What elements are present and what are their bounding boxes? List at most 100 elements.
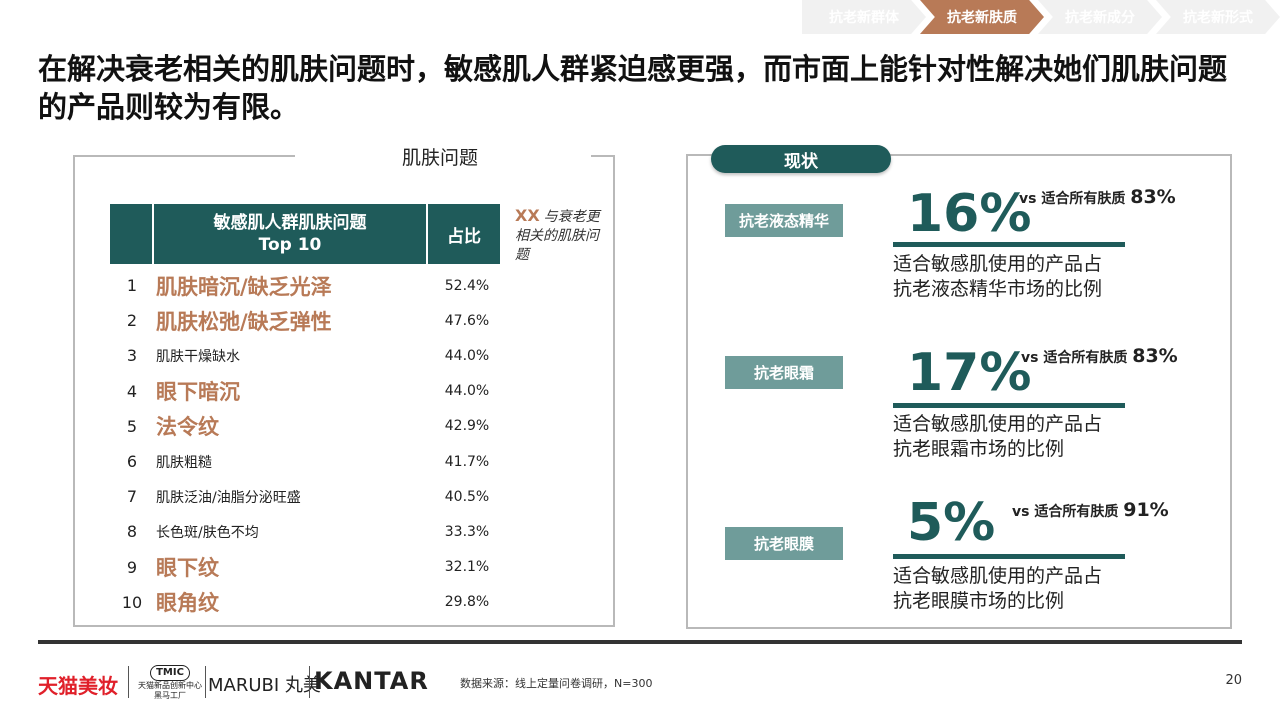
metric-rule (893, 554, 1125, 559)
issue-rows: 1 肌肤暗沉/缺乏光泽 52.4% 2 肌肤松弛/缺乏弹性 47.6% 3 肌肤干燥缺水 4… (110, 268, 510, 620)
metric-vs: vs 适合所有肤质 83% (1021, 345, 1178, 367)
panel-border (591, 155, 613, 157)
page-number: 20 (1225, 673, 1242, 688)
tmic-sub: 黑马工厂 (154, 691, 186, 700)
metric-tag: 抗老眼霜 (725, 356, 843, 389)
metric-desc: 适合敏感肌使用的产品占 抗老眼膜市场的比例 (893, 564, 1193, 614)
row-pct: 44.0% (444, 383, 490, 400)
row-label: 长色斑/肤色不均 (156, 524, 259, 541)
row-label: 法令纹 (156, 415, 219, 440)
row-label: 肌肤泛油/油脂分泌旺盛 (156, 489, 301, 506)
metric-desc: 适合敏感肌使用的产品占 抗老液态精华市场的比例 (893, 252, 1193, 302)
metric-vs-value: 83% (1132, 345, 1178, 367)
row-rank: 5 (126, 416, 138, 436)
footer-rule (38, 640, 1242, 644)
skin-issues-panel (73, 155, 615, 627)
row-label: 眼下暗沉 (156, 380, 240, 405)
table-row: 3 肌肤干燥缺水 44.0% (110, 338, 510, 373)
logo-divider (128, 666, 129, 698)
metric-desc-line: 适合敏感肌使用的产品占 (893, 253, 1103, 275)
table-row: 2 肌肤松弛/缺乏弹性 47.6% (110, 303, 510, 338)
metric-value: 17% (907, 343, 1032, 403)
metric-vs-value: 91% (1123, 499, 1169, 521)
metric-vs-text: vs 适合所有肤质 (1019, 191, 1131, 207)
row-label: 肌肤暗沉/缺乏光泽 (156, 274, 332, 299)
status-pill: 现状 (711, 145, 891, 173)
metric-desc-line: 适合敏感肌使用的产品占 (893, 413, 1103, 435)
row-label: 眼下纹 (156, 556, 219, 581)
logo-divider (309, 666, 310, 698)
page-title: 在解决衰老相关的肌肤问题时，敏感肌人群紧迫感更强，而市面上能针对性解决她们肌肤问… (38, 52, 1228, 124)
nav-step-new-ingredient[interactable]: 抗老新成分 (1038, 0, 1162, 34)
row-pct: 33.3% (444, 523, 490, 540)
metric-vs: vs 适合所有肤质 83% (1019, 186, 1176, 208)
nav-step-new-form[interactable]: 抗老新形式 (1156, 0, 1280, 34)
row-pct: 32.1% (444, 559, 490, 576)
row-rank: 9 (126, 557, 138, 577)
table-row: 4 眼下暗沉 44.0% (110, 374, 510, 409)
row-pct: 40.5% (444, 488, 490, 505)
tmic-badge: TMIC (150, 665, 190, 681)
nav-step-label: 抗老新成分 (1065, 10, 1135, 26)
row-label: 眼角纹 (156, 591, 219, 616)
metric-vs: vs 适合所有肤质 91% (1012, 499, 1169, 521)
nav-step-new-group[interactable]: 抗老新群体 (802, 0, 926, 34)
metric-vs-text: vs 适合所有肤质 (1021, 350, 1133, 366)
row-label: 肌肤粗糙 (156, 454, 212, 471)
marubi-logo: MARUBI 丸美 (208, 675, 321, 696)
metric-value: 5% (907, 493, 996, 553)
metric-desc: 适合敏感肌使用的产品占 抗老眼霜市场的比例 (893, 412, 1193, 462)
row-rank: 4 (126, 381, 138, 401)
row-pct: 41.7% (444, 453, 490, 470)
table-row: 7 肌肤泛油/油脂分泌旺盛 40.5% (110, 479, 510, 514)
legend-text: 与衰老更相关的肌肤问题 (515, 209, 600, 263)
table-row: 6 肌肤粗糙 41.7% (110, 444, 510, 479)
row-label: 肌肤松弛/缺乏弹性 (156, 309, 332, 334)
metric-rule (893, 242, 1125, 247)
header-issue-cell: 敏感肌人群肌肤问题 Top 10 (154, 204, 428, 264)
table-row: 10 眼角纹 29.8% (110, 585, 510, 620)
legend-marker: XX (515, 206, 540, 225)
metric-desc-line: 抗老眼霜市场的比例 (893, 438, 1065, 460)
metric-desc-line: 抗老液态精华市场的比例 (893, 278, 1103, 300)
row-rank: 2 (126, 311, 138, 331)
row-pct: 42.9% (444, 418, 490, 435)
row-pct: 47.6% (444, 312, 490, 329)
row-rank: 7 (126, 487, 138, 507)
table-row: 1 肌肤暗沉/缺乏光泽 52.4% (110, 268, 510, 303)
nav-step-label: 抗老新群体 (829, 10, 899, 26)
table-row: 8 长色斑/肤色不均 33.3% (110, 514, 510, 549)
nav-step-label: 抗老新形式 (1183, 10, 1253, 26)
metric-tag: 抗老眼膜 (725, 527, 843, 560)
row-pct: 29.8% (444, 594, 490, 611)
row-rank: 8 (126, 522, 138, 542)
header-ratio-cell: 占比 (447, 226, 481, 247)
header-rank-cell (110, 204, 154, 264)
kantar-logo: KANTAR (314, 667, 429, 695)
legend: XX 与衰老更相关的肌肤问题 (515, 206, 610, 265)
row-pct: 44.0% (444, 347, 490, 364)
section-nav: 抗老新群体 抗老新肤质 抗老新成分 抗老新形式 (802, 0, 1280, 34)
tmall-beauty-logo: 天猫美妆 (38, 674, 118, 698)
metric-vs-value: 83% (1130, 186, 1176, 208)
tmic-logo: TMIC 天猫新品创新中心 黑马工厂 (135, 660, 205, 704)
header-line1: 敏感肌人群肌肤问题 (213, 213, 367, 233)
table-row: 9 眼下纹 32.1% (110, 550, 510, 585)
data-source: 数据来源：线上定量问卷调研，N=300 (460, 677, 653, 690)
status-panel (686, 154, 1232, 629)
metric-desc-line: 适合敏感肌使用的产品占 (893, 565, 1103, 587)
row-pct: 52.4% (444, 277, 490, 294)
tmic-sub: 天猫新品创新中心 (138, 681, 202, 690)
metric-tag: 抗老液态精华 (725, 204, 843, 237)
nav-step-label: 抗老新肤质 (947, 10, 1017, 26)
header-line2: Top 10 (258, 235, 322, 255)
metric-vs-text: vs 适合所有肤质 (1012, 504, 1124, 520)
skin-issues-title: 肌肤问题 (401, 147, 478, 169)
row-label: 肌肤干燥缺水 (156, 348, 240, 365)
nav-step-new-skin[interactable]: 抗老新肤质 (920, 0, 1044, 34)
row-rank: 1 (126, 276, 138, 296)
metric-desc-line: 抗老眼膜市场的比例 (893, 590, 1065, 612)
row-rank: 3 (126, 346, 138, 366)
row-rank: 6 (126, 452, 138, 472)
metric-value: 16% (907, 184, 1032, 244)
